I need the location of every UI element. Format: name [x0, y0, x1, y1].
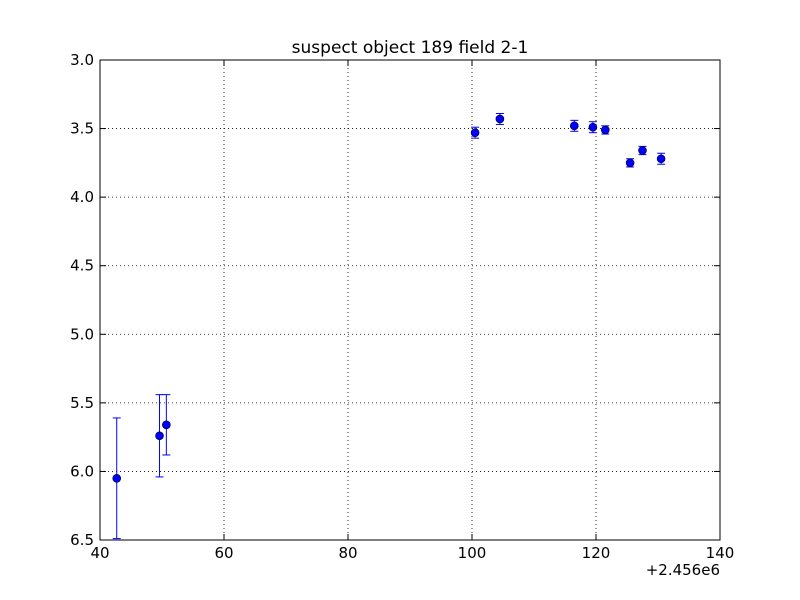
data-point	[495, 114, 505, 124]
data-point	[588, 122, 598, 132]
x-tick-label: 140	[706, 544, 735, 562]
plot-frame	[99, 59, 721, 541]
chart-title: suspect object 189 field 2-1	[292, 38, 529, 58]
y-tick-label: 3.0	[70, 51, 94, 69]
x-tick-label: 120	[582, 544, 611, 562]
data-markers	[112, 114, 666, 483]
x-tick-label: 40	[90, 544, 109, 562]
y-tick-label: 3.5	[70, 120, 94, 138]
data-point	[656, 154, 666, 164]
data-point	[625, 158, 635, 168]
data-point	[155, 431, 164, 441]
x-tick-label: 100	[458, 544, 487, 562]
y-tick-label: 5.5	[70, 394, 94, 412]
x-tick-label: 60	[214, 544, 233, 562]
y-tick-label: 5.0	[70, 325, 94, 343]
data-point	[600, 125, 610, 135]
data-point	[112, 473, 122, 483]
x-tick-label: 80	[338, 544, 357, 562]
y-tick-label: 6.5	[70, 531, 94, 549]
x-offset-label: +2.456e6	[646, 561, 720, 579]
y-tick-label: 6.0	[70, 462, 94, 480]
data-point	[162, 420, 171, 430]
axis-ticks: 40 60 80 100 120 140 3.0 3.5 4.0 4.5 5.0 5.5 6.0 6.5	[70, 51, 734, 562]
y-tick-label: 4.0	[70, 188, 94, 206]
y-tick-label: 4.5	[70, 257, 94, 275]
data-point	[569, 121, 579, 131]
data-point	[470, 128, 480, 137]
data-point	[638, 146, 647, 155]
